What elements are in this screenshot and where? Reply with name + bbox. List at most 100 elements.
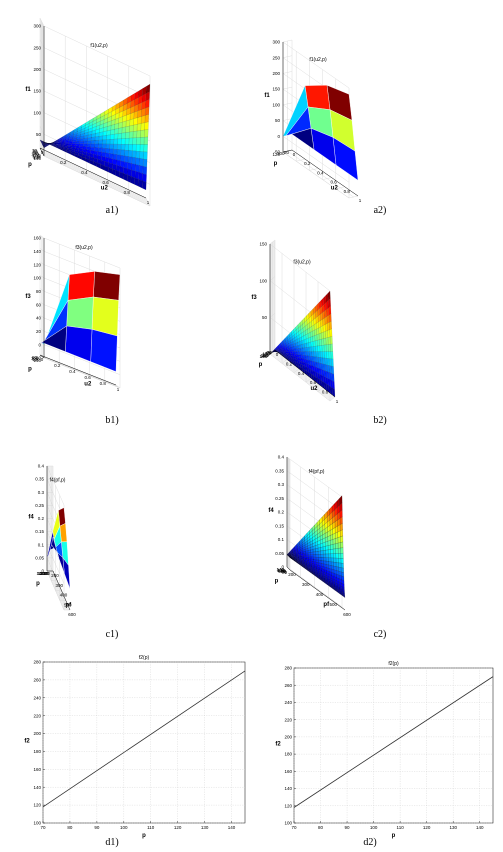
surface-patch [67,146,72,150]
y-tick-label: 140 [276,567,284,572]
z-axis-label: f1 [25,87,31,93]
surface-patch [300,553,304,556]
surface-patch [318,557,322,561]
surface-patch [87,140,92,145]
y-axis-label: p [274,161,278,167]
surface-patch [121,138,126,145]
surface-patch [93,157,98,164]
surface-patch [322,550,326,555]
z-tick-label: -50 [273,150,280,155]
x-axis-line [274,349,336,398]
y-tick-label: 80 [282,570,288,575]
surface-patch [51,536,59,558]
surface-patch [315,554,319,558]
z-tick-label: 120 [33,262,41,267]
z-tick-label: 160 [33,236,41,241]
y-axis-label: p [28,162,32,168]
y-tick-label: 90 [33,150,39,155]
z-tick-label: 250 [272,55,280,60]
surface-patch [325,541,329,547]
surface-patch [82,143,88,147]
surface-patch [333,557,337,563]
surface-patch [277,347,281,350]
x-tick-label: 0.2 [60,160,67,165]
y-tick-label: 130 [277,567,285,572]
surface-patch [340,529,343,538]
surface-b2 [269,290,336,398]
y-tick-label: 120 [272,152,280,157]
y-axis-label: p [28,367,32,373]
surface-patch [108,157,113,165]
surface-patch [332,548,336,554]
surface-patch [42,143,47,146]
surface-patch [127,156,133,164]
y-tick-label: 100 [33,821,41,826]
surface-patch [335,548,339,554]
surface-patch [280,353,284,357]
surface-patch [60,142,65,144]
panel-caption: c2) [374,629,387,640]
surface-patch [117,127,123,134]
surface-patch [105,148,110,154]
y-tick-label: 110 [262,352,270,357]
surface-patch [120,149,125,157]
y-tick-label: 70 [282,570,288,575]
surface-patch [340,562,344,569]
x-tick-label: 1 [336,399,339,404]
surface-patch [90,329,118,372]
x-axis-label: u2 [101,186,109,192]
y-tick-label: 140 [284,786,292,791]
surface-b1 [39,271,121,372]
surface-patch [335,553,339,559]
surface-patch [323,553,327,558]
y-tick-label: 140 [33,785,41,790]
surface-patch [125,119,131,128]
z-tick-label: 0.2 [38,516,45,521]
z-tick-label: 150 [272,87,280,92]
z-tick-label: 0.4 [278,455,285,460]
z-tick-label: 300 [33,24,41,29]
surface-patch [72,135,78,139]
y-axis-label: f2 [275,742,281,748]
x-tick-label: 130 [201,825,209,830]
surface-patch [304,85,331,110]
panel-caption: d1) [105,837,118,848]
surface-patch [143,151,148,160]
x-axis-label: u2 [310,386,318,392]
surface-patch [144,129,149,138]
surface-patch [105,139,111,145]
surface-patch [310,551,314,555]
surface-patch [117,144,122,150]
surface-patch [86,143,92,148]
surface-patch [108,167,113,174]
surface-patch [289,557,293,560]
surface-patch [42,144,47,146]
surface-patch [115,107,120,115]
x-tick-label: 400 [60,593,68,598]
surface-patch [104,161,109,168]
surface-patch [71,141,77,144]
surface-patch [83,137,88,142]
surface-patch [136,123,142,132]
y-axis-label: f2 [24,739,30,745]
y-tick-label: 90 [281,569,287,574]
x-tick-label: 100 [370,825,378,830]
y-tick-label: 220 [284,717,292,722]
surface-patch [116,154,121,161]
y-tick-label: 80 [32,355,38,360]
surface-patch [85,158,90,164]
y-tick-label: 120 [277,568,285,573]
surface-patch [134,177,139,187]
z-tick-label: 0.05 [275,551,284,556]
x-tick-label: 0.4 [81,170,88,175]
z-tick-label: 100 [33,110,41,115]
surface-patch [333,553,337,559]
surface-patch [102,139,107,145]
surface-patch [330,553,334,559]
surface-patch [327,544,331,551]
chart-title: f2(p) [388,661,399,667]
surface-patch [76,136,81,140]
x-tick-label: 90 [345,825,351,830]
